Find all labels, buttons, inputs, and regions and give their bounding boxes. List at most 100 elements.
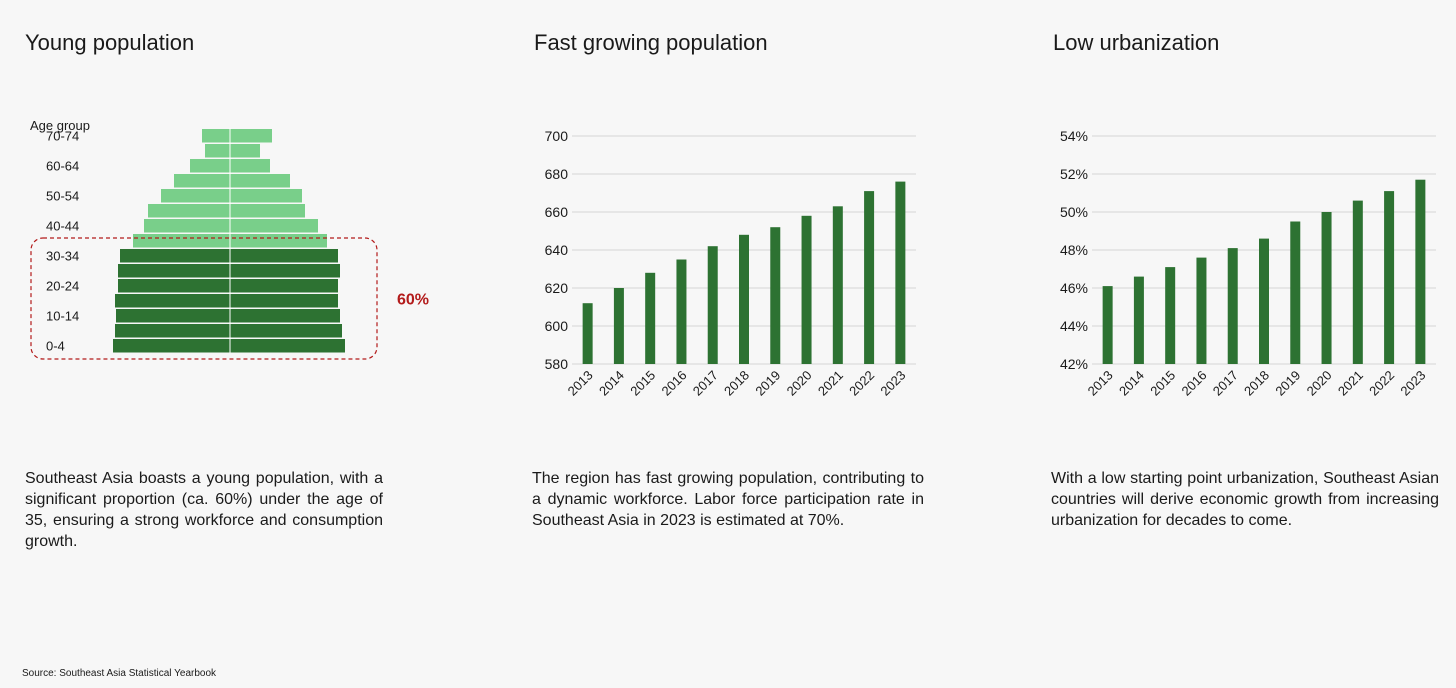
pyramid-bar-right — [230, 249, 338, 263]
population-ytick-label: 640 — [545, 242, 569, 258]
urbanization-bar — [1102, 286, 1113, 364]
urbanization-xtick-label: 2021 — [1335, 368, 1366, 399]
pyramid-tick-label: 30-34 — [46, 249, 79, 264]
population-bar — [676, 259, 687, 364]
pyramid-bar-right — [230, 294, 338, 308]
population-bar — [707, 246, 718, 364]
pyramid-bar-right — [230, 309, 340, 323]
population-bar — [864, 191, 875, 364]
pyramid-bar-left — [202, 129, 230, 143]
pyramid-bar-right — [230, 189, 302, 203]
urbanization-bar — [1321, 212, 1332, 364]
urbanization-bar — [1227, 248, 1238, 364]
pyramid-bar-right — [230, 324, 342, 338]
pyramid-bar-left — [116, 309, 230, 323]
urbanization-xtick-label: 2014 — [1116, 368, 1147, 399]
urbanization-ytick-label: 48% — [1060, 242, 1088, 258]
pyramid-bar-right — [230, 129, 272, 143]
pyramid-bar-left — [144, 219, 230, 233]
population-xtick-label: 2020 — [784, 368, 815, 399]
population-xtick-label: 2023 — [877, 368, 908, 399]
source-note: Source: Southeast Asia Statistical Yearb… — [22, 668, 217, 679]
pyramid-bar-right — [230, 279, 338, 293]
urbanization-bar — [1290, 221, 1301, 364]
pyramid-bar-left — [148, 204, 230, 218]
urbanization-xtick-label: 2023 — [1397, 368, 1428, 399]
population-xtick-label: 2015 — [627, 368, 658, 399]
population-xtick-label: 2018 — [721, 368, 752, 399]
pyramid-bar-left — [113, 339, 230, 353]
urbanization-ytick-label: 44% — [1060, 318, 1088, 334]
pyramid-bar-left — [118, 279, 230, 293]
pyramid-bar-left — [190, 159, 230, 173]
urbanization-xtick-label: 2013 — [1085, 368, 1116, 399]
panel-title-young-population: Young population — [25, 30, 195, 55]
urbanization-xtick-label: 2018 — [1241, 368, 1272, 399]
pyramid-bar-left — [115, 294, 230, 308]
pyramid-tick-label: 0-4 — [46, 339, 65, 354]
pyramid-bar-left — [115, 324, 230, 338]
pyramid-bar-right — [230, 144, 260, 158]
pyramid-bar-right — [230, 234, 327, 248]
pyramid-bar-left — [174, 174, 230, 188]
urbanization-xtick-label: 2016 — [1179, 368, 1210, 399]
urbanization-ytick-label: 42% — [1060, 356, 1088, 372]
pyramid-bar-right — [230, 264, 340, 278]
population-ytick-label: 700 — [545, 128, 569, 144]
urbanization-bar — [1196, 257, 1207, 364]
population-bar — [645, 272, 656, 364]
pyramid-bar-left — [118, 264, 230, 278]
urbanization-bar — [1384, 191, 1395, 364]
urbanization-bar — [1133, 276, 1144, 364]
population-xtick-label: 2016 — [659, 368, 690, 399]
highlight-label: 60% — [397, 292, 429, 309]
panel-title-low-urbanization: Low urbanization — [1053, 30, 1220, 55]
urbanization-ytick-label: 46% — [1060, 280, 1088, 296]
pyramid-tick-label: 50-54 — [46, 189, 79, 204]
population-bar — [895, 181, 906, 364]
pyramid-bar-right — [230, 204, 305, 218]
panel-title-fast-growing-population: Fast growing population — [534, 30, 768, 55]
population-bar — [832, 206, 843, 364]
population-xtick-label: 2021 — [815, 368, 846, 399]
pyramid-bar-right — [230, 219, 318, 233]
pyramid-tick-label: 10-14 — [46, 309, 79, 324]
population-ytick-label: 620 — [545, 280, 569, 296]
urbanization-bar — [1352, 200, 1363, 364]
pyramid-bar-right — [230, 174, 290, 188]
urbanization-ytick-label: 52% — [1060, 166, 1088, 182]
urbanization-bar-chart: 42%44%46%48%50%52%54%2013 2014 2015 2016 201… — [1060, 128, 1436, 399]
pyramid-axis-label: Age group — [30, 118, 90, 133]
urbanization-xtick-label: 2015 — [1147, 368, 1178, 399]
pyramid-bar-left — [133, 234, 230, 248]
population-xtick-label: 2013 — [565, 368, 596, 399]
pyramid-bar-left — [161, 189, 230, 203]
urbanization-xtick-label: 2017 — [1210, 368, 1241, 399]
panel-text-young-population: Southeast Asia boasts a young population… — [25, 470, 383, 550]
urbanization-bar — [1415, 179, 1426, 364]
population-bar — [613, 288, 624, 364]
urbanization-bar — [1259, 238, 1269, 364]
urbanization-xtick-label: 2019 — [1272, 368, 1303, 399]
population-ytick-label: 680 — [545, 166, 569, 182]
panel-text-low-urbanization: With a low starting point urbanization, … — [1051, 470, 1439, 529]
population-xtick-label: 2017 — [690, 368, 721, 399]
urbanization-ytick-label: 54% — [1060, 128, 1088, 144]
urbanization-xtick-label: 2020 — [1304, 368, 1335, 399]
population-bar — [739, 234, 749, 364]
population-ytick-label: 600 — [545, 318, 569, 334]
pyramid-bar-right — [230, 339, 345, 353]
pyramid-bar-left — [120, 249, 230, 263]
population-ytick-label: 580 — [545, 356, 569, 372]
urbanization-ytick-label: 50% — [1060, 204, 1088, 220]
pyramid-tick-label: 20-24 — [46, 279, 79, 294]
urbanization-xtick-label: 2022 — [1366, 368, 1397, 399]
pyramid-tick-label: 60-64 — [46, 159, 79, 174]
population-bar — [801, 215, 812, 364]
panel-text-fast-growing-population: The region has fast growing population, … — [532, 470, 924, 529]
population-bar — [582, 303, 593, 364]
pyramid-bar-left — [205, 144, 230, 158]
pyramid-tick-label: 40-44 — [46, 219, 79, 234]
